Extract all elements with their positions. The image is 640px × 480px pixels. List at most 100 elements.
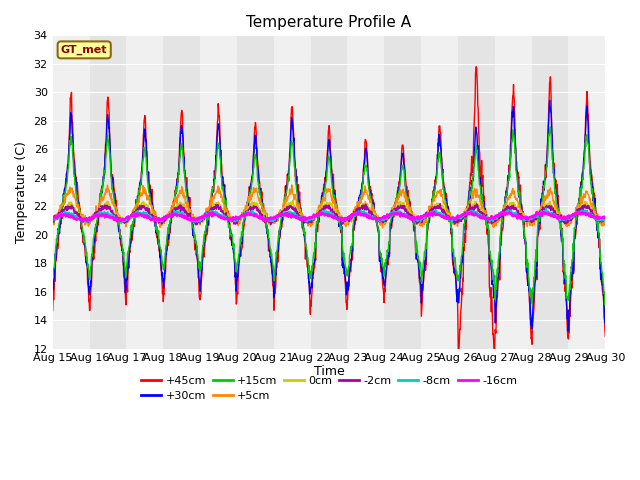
+45cm [49,308,56,313]
+45cm [454,346,462,351]
+5cm [288,182,296,188]
+45cm [602,334,609,339]
+30cm [234,273,241,278]
0cm [159,218,166,224]
+5cm [234,217,241,223]
0cm [49,217,56,223]
+5cm [379,225,387,231]
0cm [234,214,242,219]
-2cm [415,217,423,223]
+15cm [172,188,179,193]
-16cm [602,215,609,221]
+30cm [172,191,179,197]
-16cm [172,212,180,217]
-8cm [234,218,241,224]
-2cm [436,201,444,207]
Y-axis label: Temperature (C): Temperature (C) [15,141,28,243]
0cm [172,204,180,209]
Bar [384,36,421,348]
-16cm [49,216,56,222]
+15cm [536,218,543,224]
-16cm [234,215,242,220]
+45cm [472,64,480,70]
-16cm [415,216,423,222]
+5cm [602,221,609,227]
Bar [532,36,568,348]
+30cm [49,295,56,300]
+30cm [546,97,554,103]
-2cm [193,222,200,228]
-2cm [158,217,166,223]
0cm [289,197,297,203]
Bar [126,36,163,348]
Line: -8cm: -8cm [52,208,605,223]
Bar [348,36,384,348]
+45cm [488,294,495,300]
Line: -2cm: -2cm [52,204,605,225]
+15cm [49,268,56,274]
-2cm [172,207,179,213]
0cm [602,217,609,223]
-2cm [49,219,56,225]
Bar [495,36,532,348]
+15cm [602,296,609,302]
-2cm [488,220,495,226]
-16cm [536,211,544,217]
+15cm [601,302,609,308]
Bar [421,36,458,348]
+45cm [158,282,166,288]
-8cm [536,212,544,217]
+30cm [487,262,495,267]
-8cm [158,218,166,224]
Text: GT_met: GT_met [61,45,108,55]
0cm [415,217,423,223]
-2cm [536,208,544,214]
+5cm [172,198,179,204]
+15cm [158,259,166,264]
Bar [458,36,495,348]
+30cm [158,273,166,278]
0cm [488,216,495,222]
Bar [163,36,200,348]
-8cm [415,217,422,223]
X-axis label: Time: Time [314,365,344,378]
-8cm [542,205,550,211]
+45cm [234,289,241,295]
Line: 0cm: 0cm [52,200,605,225]
Bar [310,36,348,348]
Title: Temperature Profile A: Temperature Profile A [246,15,412,30]
+5cm [536,208,544,214]
Bar [237,36,274,348]
Bar [90,36,126,348]
-16cm [159,217,166,223]
Line: +30cm: +30cm [52,100,605,331]
-8cm [602,216,609,222]
-16cm [467,209,475,215]
-16cm [79,219,87,225]
+5cm [158,218,166,224]
Bar [200,36,237,348]
0cm [536,209,544,215]
Bar [52,36,90,348]
+15cm [487,257,495,263]
-8cm [488,216,495,222]
+5cm [488,217,495,223]
+45cm [536,216,544,222]
+30cm [415,266,422,272]
-8cm [172,209,179,215]
+5cm [49,221,56,227]
-8cm [49,217,56,223]
-2cm [234,218,242,224]
Bar [274,36,310,348]
+15cm [547,124,554,130]
+45cm [172,191,179,196]
+30cm [564,328,572,334]
-2cm [602,216,609,222]
Line: +15cm: +15cm [52,127,605,305]
-8cm [448,220,456,226]
+30cm [536,213,543,219]
Bar [568,36,605,348]
+30cm [602,314,609,320]
-16cm [488,215,495,221]
+45cm [415,265,422,271]
